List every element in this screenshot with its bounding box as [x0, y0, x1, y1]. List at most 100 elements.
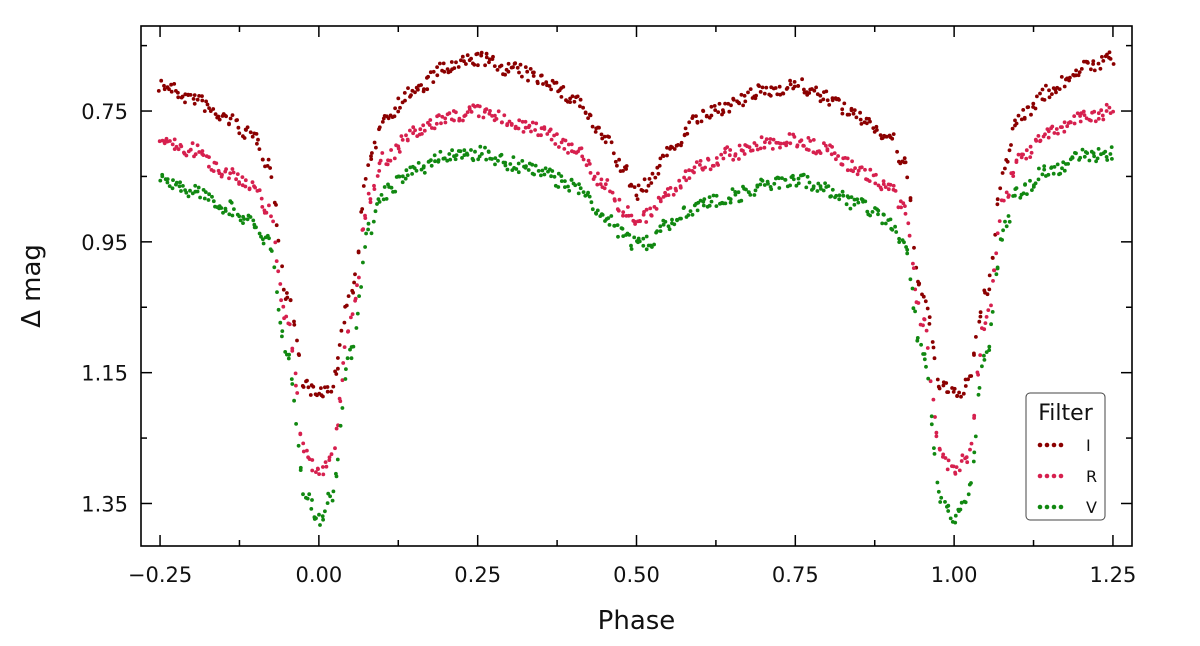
legend-entry-R: R — [1037, 467, 1097, 486]
data-point — [540, 168, 545, 173]
data-point — [392, 114, 397, 119]
data-point — [552, 133, 556, 138]
data-point — [762, 183, 767, 187]
data-point — [515, 65, 520, 70]
data-point — [1050, 124, 1055, 129]
data-point — [227, 176, 231, 181]
data-point — [397, 150, 402, 154]
data-point — [655, 229, 659, 234]
data-point — [372, 183, 376, 188]
data-point — [692, 170, 696, 175]
data-point — [545, 132, 550, 136]
data-point — [554, 80, 559, 85]
data-point — [836, 154, 840, 158]
data-point — [667, 227, 672, 232]
data-point — [306, 385, 311, 390]
data-point — [844, 202, 849, 207]
data-point — [905, 247, 910, 252]
data-point — [964, 455, 969, 460]
series-R — [157, 102, 1115, 477]
data-point — [398, 105, 402, 110]
data-point — [188, 188, 192, 193]
data-point — [224, 167, 229, 172]
data-point — [661, 222, 666, 227]
data-point — [934, 434, 939, 439]
data-point — [319, 386, 323, 390]
data-point — [982, 358, 987, 362]
data-point — [695, 208, 700, 213]
data-point — [955, 393, 960, 398]
data-point — [505, 167, 510, 172]
data-point — [1099, 108, 1104, 113]
data-point — [334, 426, 339, 431]
data-point — [823, 181, 827, 186]
data-point — [692, 165, 697, 170]
data-point — [1014, 160, 1019, 165]
data-point — [830, 187, 835, 192]
data-point — [791, 177, 796, 182]
data-point — [617, 157, 621, 162]
data-point — [703, 165, 707, 170]
data-point — [250, 134, 255, 139]
data-point — [758, 146, 763, 151]
data-point — [220, 172, 224, 177]
data-point — [750, 148, 755, 153]
data-point — [753, 188, 758, 193]
data-point — [374, 145, 378, 150]
data-point — [792, 135, 797, 139]
data-point — [901, 201, 906, 206]
data-point — [580, 154, 585, 159]
data-point — [865, 121, 869, 126]
data-point — [290, 382, 295, 386]
data-point — [746, 190, 751, 195]
data-point — [783, 178, 788, 182]
data-point — [294, 422, 298, 426]
data-point — [265, 164, 270, 168]
data-point — [737, 157, 741, 161]
data-point — [633, 222, 637, 226]
data-point — [181, 184, 185, 188]
data-point — [765, 179, 770, 184]
data-point — [176, 90, 180, 95]
data-point — [490, 114, 494, 118]
data-point — [1056, 131, 1060, 136]
data-point — [408, 128, 412, 133]
data-point — [566, 142, 571, 147]
data-point — [287, 322, 292, 327]
data-point — [721, 110, 726, 115]
data-point — [800, 77, 804, 82]
data-point — [599, 177, 604, 182]
data-point — [906, 221, 911, 226]
data-point — [1093, 119, 1098, 124]
data-point — [494, 117, 499, 121]
data-point — [1009, 143, 1013, 147]
data-point — [475, 51, 480, 56]
legend-label: R — [1086, 467, 1097, 486]
data-point — [609, 140, 614, 145]
data-point — [980, 364, 984, 369]
data-point — [1040, 172, 1045, 177]
data-point — [170, 186, 175, 191]
data-point — [944, 381, 949, 385]
data-point — [323, 509, 327, 514]
data-point — [321, 394, 325, 399]
data-point — [366, 191, 371, 196]
data-point — [1038, 138, 1043, 143]
data-point — [930, 340, 935, 344]
data-point — [818, 99, 823, 104]
data-point — [806, 136, 811, 140]
data-point — [1104, 155, 1109, 159]
data-point — [868, 119, 872, 124]
data-point — [274, 259, 279, 263]
data-point — [544, 80, 549, 84]
data-point — [590, 124, 595, 129]
data-point — [1086, 61, 1090, 65]
data-point — [978, 310, 983, 315]
data-point — [620, 226, 625, 231]
data-point — [712, 163, 716, 168]
data-point — [568, 96, 572, 101]
data-point — [457, 118, 462, 123]
data-point — [445, 158, 450, 163]
data-point — [242, 136, 247, 140]
y-tick-label: 1.15 — [81, 362, 128, 386]
